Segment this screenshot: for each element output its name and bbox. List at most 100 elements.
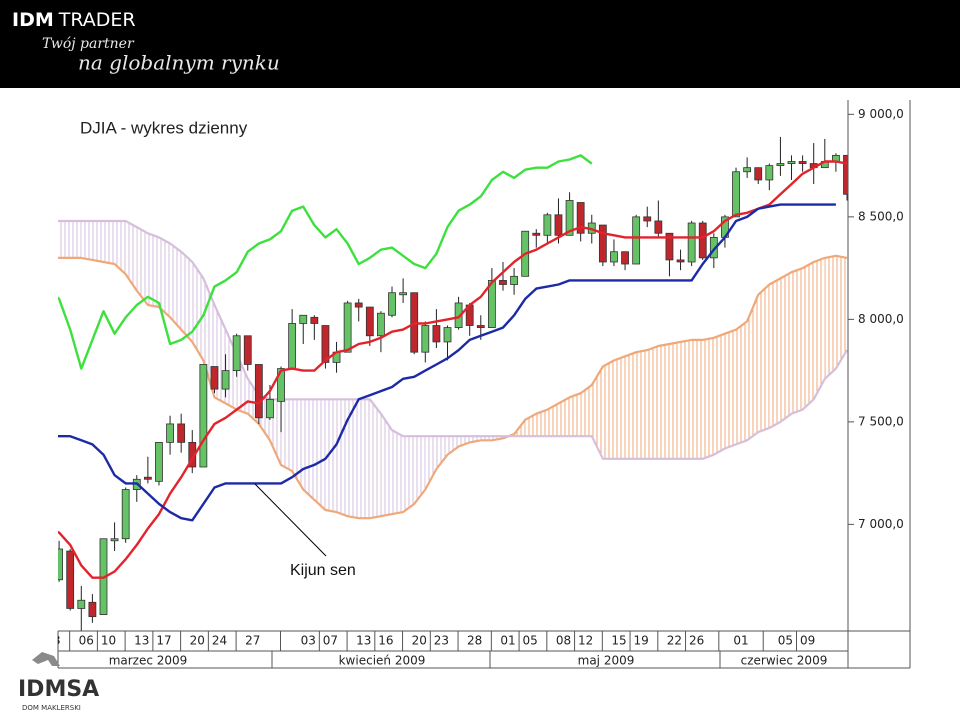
y-tick-label: 7 500,0 xyxy=(858,414,904,428)
cloud xyxy=(758,284,770,433)
candle-body xyxy=(243,335,252,365)
candle-body xyxy=(343,302,352,353)
cloud xyxy=(647,346,659,459)
cloud xyxy=(802,261,814,410)
x-tick-label: 23 xyxy=(434,634,449,648)
day-labels: 03 06 10 13 17 20 24 27 03 07 13 16 20 23 28 01 05 08 12 15… xyxy=(45,631,815,651)
cloud xyxy=(292,399,304,490)
y-tick-label: 7 000,0 xyxy=(858,517,904,531)
month-label: marzec 2009 xyxy=(109,654,188,668)
cloud xyxy=(192,261,204,361)
candle-body xyxy=(676,259,685,263)
cloud xyxy=(380,413,393,517)
header-bar xyxy=(0,0,960,88)
candle-body xyxy=(632,216,641,265)
x-tick-label: 27 xyxy=(245,634,260,648)
candle-body xyxy=(254,364,263,419)
candle-body xyxy=(66,550,75,609)
cloud xyxy=(691,339,703,459)
x-tick-label: 03 xyxy=(45,634,60,648)
x-tick-label: 22 xyxy=(667,634,682,648)
candle-body xyxy=(266,398,274,419)
cloud xyxy=(92,220,104,262)
candle-body xyxy=(321,325,330,363)
candle-body xyxy=(743,167,752,173)
candle-body xyxy=(643,216,652,222)
candle-body xyxy=(377,312,385,337)
x-tick-label: 06 xyxy=(79,634,94,648)
cloud xyxy=(303,399,315,500)
candle-body xyxy=(532,232,541,236)
x-tick-label: 28 xyxy=(467,634,482,648)
candle-body xyxy=(487,280,496,328)
x-tick-label: 20 xyxy=(190,634,205,648)
candle-body xyxy=(454,302,463,328)
candle-body xyxy=(388,292,396,316)
candle-body xyxy=(554,214,563,236)
cloud xyxy=(458,436,470,447)
y-axis: 7 000,0 7 500,0 8 000,0 8 500,0 9 000,0 xyxy=(848,107,904,531)
x-tick-label: 26 xyxy=(689,634,704,648)
candle-body xyxy=(565,200,574,236)
candle-body xyxy=(277,368,285,402)
logo-icon xyxy=(32,652,60,666)
cloud xyxy=(669,341,681,459)
cloud xyxy=(314,399,326,511)
candle-body xyxy=(510,275,518,285)
candle-body xyxy=(610,251,618,263)
cloud xyxy=(780,272,792,422)
cloud xyxy=(403,436,415,513)
annotation: Kijun sen xyxy=(290,562,356,579)
candle-body xyxy=(576,202,585,234)
x-tick-label: 01 xyxy=(500,634,515,648)
cloud xyxy=(358,399,370,519)
cloud xyxy=(736,321,748,445)
cloud xyxy=(824,255,836,379)
cloud xyxy=(591,366,603,459)
indicator-line xyxy=(58,154,593,370)
cloud xyxy=(81,220,93,260)
cloud xyxy=(447,436,459,455)
cloud xyxy=(136,227,148,306)
candle-body xyxy=(598,224,607,263)
month-label: maj 2009 xyxy=(578,654,635,668)
candle-body xyxy=(121,489,130,540)
cloud xyxy=(791,268,803,414)
x-tick-label: 13 xyxy=(134,634,149,648)
cloud xyxy=(536,409,548,437)
indicator-line xyxy=(58,254,848,520)
candle-body xyxy=(709,236,718,259)
month-label: kwiecień 2009 xyxy=(339,654,426,668)
cloud xyxy=(813,257,825,400)
cloud xyxy=(392,430,404,515)
cloud xyxy=(281,399,293,472)
brand-name: TRADER xyxy=(58,9,136,31)
indicator-line xyxy=(58,203,836,522)
candle-body xyxy=(421,325,430,353)
candle-body xyxy=(443,327,452,343)
y-tick-label: 9 000,0 xyxy=(858,107,904,121)
cloud xyxy=(336,399,348,517)
candle-body xyxy=(621,251,629,265)
cloud xyxy=(325,399,337,513)
x-tick-label: 08 xyxy=(556,634,571,648)
cloud xyxy=(170,243,182,330)
x-tick-label: 20 xyxy=(412,634,427,648)
chart-title: DJIA - wykres dzienny xyxy=(80,118,248,137)
candle-body xyxy=(499,280,507,285)
candle-body xyxy=(432,325,441,343)
cloud xyxy=(625,352,637,459)
cloud xyxy=(747,294,759,441)
cloud xyxy=(558,397,570,437)
cloud xyxy=(181,251,193,342)
cloud xyxy=(636,350,648,459)
candle-body xyxy=(232,335,241,372)
candle-body xyxy=(210,366,219,390)
candle-body xyxy=(45,572,52,580)
annotation-pointer xyxy=(254,483,327,557)
x-tick-label: 19 xyxy=(634,634,649,648)
candle-body xyxy=(654,220,663,234)
x-tick-label: 09 xyxy=(800,634,815,648)
x-tick-label: 15 xyxy=(611,634,626,648)
